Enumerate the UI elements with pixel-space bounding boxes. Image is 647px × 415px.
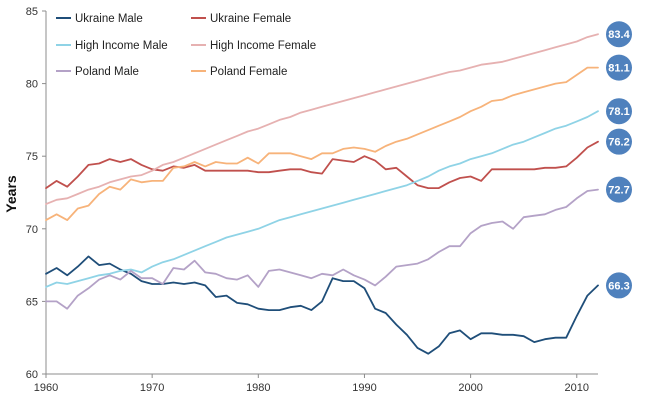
end-badge-label-high-income-female: 83.4	[608, 29, 630, 41]
y-tick-label: 65	[26, 296, 38, 308]
y-axis-title: Years	[3, 175, 19, 213]
series-line-poland-female	[45, 66, 599, 222]
x-tick-label: 2000	[458, 382, 482, 394]
legend-label-high-income-female: High Income Female	[210, 40, 316, 52]
end-value-badges: 83.4 81.1 78.1 76.2 72.7 66.3	[606, 21, 632, 299]
end-badge-label-ukraine-male: 66.3	[608, 280, 629, 292]
legend-label-poland-female: Poland Female	[210, 66, 287, 78]
series-line-high-income-female	[45, 33, 599, 206]
end-badge-poland-female	[606, 54, 632, 81]
x-tick-label: 1970	[140, 382, 164, 394]
end-badge-label-poland-female: 81.1	[608, 63, 629, 75]
end-badge-poland-male	[606, 176, 632, 203]
end-badge-label-ukraine-female: 76.2	[608, 137, 629, 149]
end-badge-high-income-male	[606, 98, 632, 125]
y-tick-label: 75	[26, 151, 38, 163]
end-badge-high-income-female	[606, 21, 632, 48]
y-tick-label: 80	[26, 79, 38, 91]
series-line-ukraine-female	[45, 140, 599, 190]
series-layer	[45, 33, 599, 355]
legend-label-high-income-male: High Income Male	[75, 40, 168, 52]
end-badge-ukraine-male	[606, 272, 632, 299]
legend-label-poland-male: Poland Male	[75, 66, 139, 78]
legend: Ukraine Male Ukraine Female High Income Ma…	[56, 13, 316, 78]
y-tick-label: 70	[26, 224, 38, 236]
x-tick-label: 1980	[246, 382, 270, 394]
legend-label-ukraine-female: Ukraine Female	[210, 13, 291, 25]
x-tick-label: 1990	[352, 382, 376, 394]
end-badge-ukraine-female	[606, 128, 632, 155]
series-line-ukraine-male	[45, 255, 599, 355]
x-tick-label: 1960	[34, 382, 58, 394]
series-line-high-income-male	[45, 110, 599, 288]
axes: 60 65 70 75 80 85 1960 1970 1980 1990 2000 2010	[26, 6, 598, 394]
end-badge-label-poland-male: 72.7	[608, 185, 629, 197]
y-tick-label: 60	[26, 369, 38, 381]
series-line-poland-male	[45, 188, 599, 310]
end-badge-label-high-income-male: 78.1	[608, 106, 629, 118]
x-tick-label: 2010	[565, 382, 589, 394]
legend-label-ukraine-male: Ukraine Male	[75, 13, 143, 25]
y-tick-label: 85	[26, 6, 38, 18]
